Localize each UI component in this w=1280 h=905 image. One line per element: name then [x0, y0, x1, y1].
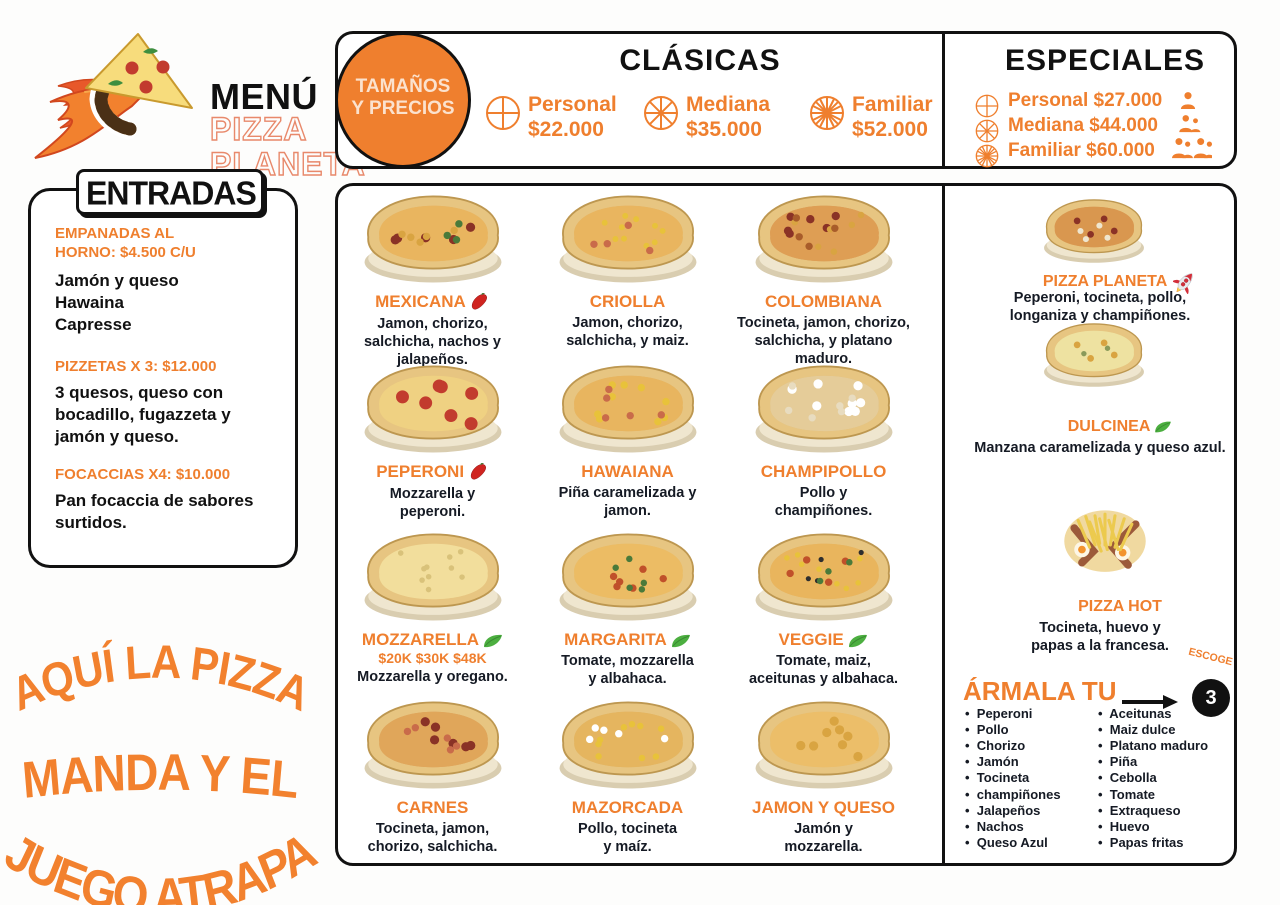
- svg-text:JUEGO ATRAPA: JUEGO ATRAPA: [0, 823, 320, 905]
- svg-text:AQUÍ LA PIZZA: AQUÍ LA PIZZA: [5, 636, 315, 721]
- svg-text:MANDA Y EL: MANDA Y EL: [20, 744, 300, 809]
